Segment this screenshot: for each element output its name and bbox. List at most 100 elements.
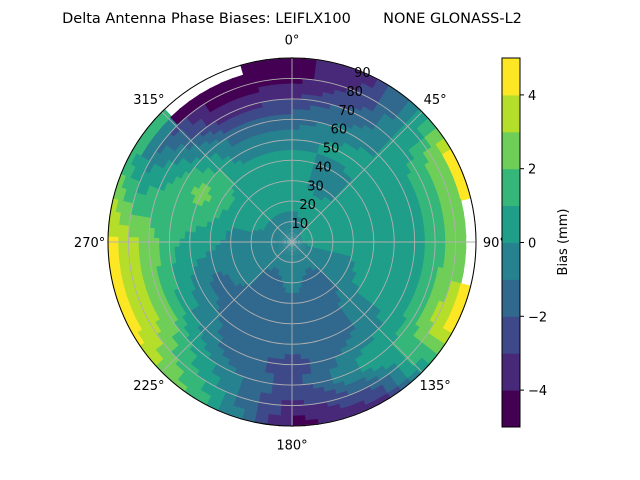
contour-cell (138, 127, 152, 143)
contour-cell (125, 175, 136, 191)
contour-cell (135, 179, 146, 194)
contour-cell (240, 61, 256, 71)
contour-cell (307, 254, 313, 260)
contour-cell (270, 283, 277, 291)
colorbar-label: Bias (mm) (556, 209, 571, 276)
contour-cell (280, 164, 288, 172)
contour-cell (333, 259, 341, 265)
contour-cell (393, 355, 407, 369)
contour-cell (214, 381, 229, 393)
contour-cell (297, 149, 306, 157)
contour-cell (266, 246, 273, 251)
contour-cell (303, 326, 312, 334)
contour-cell (163, 180, 173, 193)
contour-cell (303, 197, 309, 204)
contour-cell (332, 236, 339, 241)
contour-cell (372, 365, 387, 378)
angular-tick-label: 315° (133, 93, 164, 108)
contour-cell (454, 223, 462, 238)
contour-cell (295, 180, 301, 187)
contour-cell (283, 227, 288, 234)
contour-cell (204, 244, 211, 252)
contour-cell (224, 243, 232, 250)
contour-cell (138, 341, 152, 357)
contour-cell (406, 299, 417, 312)
contour-cell (291, 420, 306, 427)
contour-cell (386, 348, 400, 361)
contour-cell (159, 218, 167, 230)
contour-cell (275, 129, 286, 136)
contour-cell (427, 323, 440, 338)
contour-cell (278, 57, 293, 64)
contour-cell (291, 282, 296, 289)
contour-cell (280, 249, 286, 255)
contour-cell (267, 257, 274, 264)
contour-cell (308, 260, 314, 267)
contour-cell (142, 193, 152, 207)
contour-cell (401, 287, 412, 299)
contour-cell (134, 302, 146, 318)
contour-cell (281, 240, 287, 242)
contour-cell (163, 324, 176, 338)
contour-cell (379, 196, 388, 207)
contour-cell (132, 279, 142, 294)
contour-cell (297, 255, 301, 262)
contour-cell (232, 367, 246, 378)
contour-cell (281, 271, 286, 278)
contour-cell (163, 227, 171, 239)
contour-cell (246, 227, 254, 233)
contour-cell (280, 276, 285, 283)
contour-cell (179, 197, 188, 208)
contour-cell (248, 384, 262, 393)
contour-cell (302, 67, 318, 76)
contour-cell (301, 383, 314, 391)
contour-cell (284, 251, 288, 257)
contour-cell (164, 280, 174, 293)
contour-cell (281, 242, 287, 244)
contour-cell (302, 258, 308, 265)
contour-cell (267, 232, 274, 236)
contour-cell (273, 155, 282, 163)
contour-cell (282, 236, 288, 240)
contour-cell (375, 351, 389, 363)
contour-cell (389, 182, 399, 194)
contour-cell (432, 127, 446, 143)
contour-cell (387, 104, 402, 118)
contour-cell (196, 277, 205, 288)
contour-cell (164, 254, 172, 265)
contour-cell (361, 395, 378, 407)
contour-cell (443, 177, 454, 193)
contour-cell (402, 253, 410, 264)
contour-cell (301, 243, 308, 246)
contour-cell (220, 123, 233, 134)
contour-cell (279, 405, 293, 412)
contour-cell (295, 226, 299, 233)
contour-cell (339, 345, 351, 355)
contour-cell (305, 341, 315, 349)
contour-cell (296, 164, 304, 172)
contour-cell (340, 409, 357, 420)
contour-cell (271, 235, 278, 239)
contour-cell (211, 386, 227, 398)
contour-cell (331, 349, 343, 359)
angular-tick-label: 270° (74, 236, 105, 251)
contour-cell (363, 399, 380, 412)
colorbar-band (502, 94, 520, 133)
contour-cell (122, 246, 130, 261)
contour-cell (373, 232, 380, 240)
contour-cell (272, 108, 284, 116)
contour-cell (286, 200, 290, 207)
contour-cell (262, 251, 270, 256)
contour-cell (195, 121, 209, 133)
contour-cell (245, 394, 260, 403)
contour-cell (442, 317, 454, 333)
contour-cell (287, 251, 290, 258)
contour-cell (403, 229, 411, 239)
contour-cell (337, 236, 344, 241)
contour-cell (194, 251, 202, 260)
colorbar-tick-label: −4 (528, 384, 547, 399)
contour-cell (169, 123, 183, 137)
contour-cell (342, 243, 349, 249)
contour-cell (362, 228, 369, 235)
contour-cell (378, 244, 385, 253)
